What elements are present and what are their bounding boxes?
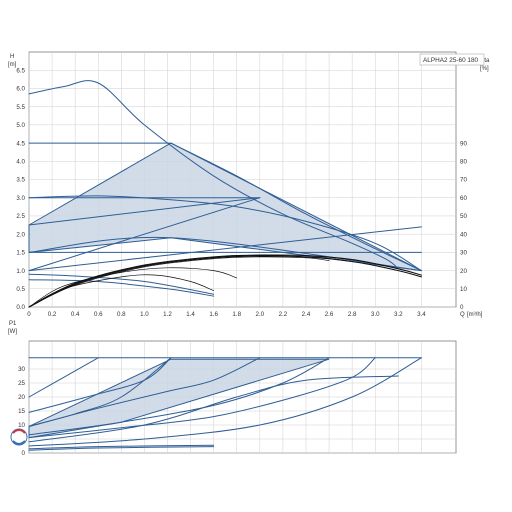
power-curve [28,357,330,436]
efficiency-curve [28,255,422,308]
head-curve [170,142,422,272]
efficiency-tick-label: 40 [460,231,467,238]
power-curve [28,357,422,447]
efficiency-tick-label: 50 [460,213,467,220]
power-axis-label: P1 [9,321,17,327]
head-tick-label: 4.5 [16,140,25,147]
flow-axis-label: Q [460,312,465,318]
head-tick-label: 0.0 [16,304,25,311]
brand-logo-icon [10,428,28,446]
power-tick-label: 0 [22,450,26,457]
efficiency-tick-label: 70 [460,177,467,184]
efficiency-axis-label: eta [481,58,490,64]
head-tick-label: 5.0 [16,122,25,129]
head-tick-label: 2.0 [16,231,25,238]
flow-tick-label: 1.0 [140,311,149,318]
efficiency-curve [28,267,238,308]
flow-tick-label: 2.4 [302,311,311,318]
power-tick-label: 15 [18,408,25,415]
flow-tick-label: 1.6 [209,311,218,318]
head-efficiency-plot: 0 0.2 0.4 0.6 0.8 1.0 1.2 1.4 1.6 1.8 2.0 2.2 2.4 2.6… [8,51,490,318]
efficiency-tick-label: 0 [460,304,464,311]
flow-tick-label: 1.2 [163,311,172,318]
head-curve [28,226,422,272]
head-axis-label: H [10,54,14,60]
flow-tick-label: 2.8 [348,311,357,318]
power-tick-label: 10 [18,422,25,429]
efficiency-tick-label: 20 [460,268,467,275]
flow-tick-label: 2.0 [256,311,265,318]
flow-tick-label: 2.6 [325,311,334,318]
efficiency-tick-label: 90 [460,140,467,147]
power-tick-label: 20 [18,394,25,401]
head-curve [28,195,422,272]
flow-axis-unit: [m³/h] [467,312,483,318]
power-curve [28,357,261,427]
flow-tick-label: 0 [27,311,31,318]
head-tick-label: 5.5 [16,104,25,111]
efficiency-tick-label: 30 [460,250,467,257]
power-tick-label: 25 [18,380,25,387]
head-curve [28,279,215,297]
head-axis-unit: [m] [8,62,17,68]
flow-tick-label: 3.0 [371,311,380,318]
power-curve [28,357,172,413]
head-curve [28,80,399,270]
power-curve [28,444,215,450]
power-operating-area [28,358,330,439]
power-curve [28,446,215,451]
chart-title-box [419,53,485,66]
flow-tick-label: 1.4 [186,311,195,318]
power-curves [28,357,422,451]
power-axis-unit: [W] [8,329,17,335]
head-tick-label: 6.0 [16,86,25,93]
head-tick-label: 2.5 [16,213,25,220]
logo-arc-blue [12,440,26,445]
head-tick-label: 3.0 [16,195,25,202]
head-tick-label: 0.5 [16,286,25,293]
flow-tick-label: 2.2 [279,311,288,318]
head-tick-label: 6.5 [16,67,25,74]
efficiency-curve [28,256,330,308]
efficiency-curve [28,274,214,308]
flow-tick-label: 0.2 [48,311,57,318]
head-curves [28,80,422,308]
efficiency-tick-label: 60 [460,195,467,202]
power-curve [28,357,99,398]
flow-tick-label: 3.2 [394,311,403,318]
power-plot: 051015202530 P1 [W] [8,321,457,457]
head-curve [28,197,261,272]
chart-title: ALPHA2 25-60 180 [423,57,479,64]
flow-tick-label: 0.6 [94,311,103,318]
head-tick-label: 1.5 [16,250,25,257]
head-tick-labels: 0 0.2 0.4 0.6 0.8 1.0 1.2 1.4 1.6 1.8 2.0 2.2 2.4 2.6… [16,67,467,318]
flow-tick-label: 1.8 [232,311,241,318]
power-tick-label: 30 [18,366,25,373]
flow-tick-label: 3.4 [417,311,426,318]
flow-tick-label: 0.4 [71,311,80,318]
efficiency-axis-unit: [%] [480,66,489,72]
efficiency-tick-label: 10 [460,286,467,293]
head-tick-label: 4.0 [16,158,25,165]
efficiency-tick-label: 80 [460,158,467,165]
head-tick-label: 1.0 [16,268,25,275]
head-tick-label: 3.5 [16,177,25,184]
head-curve [28,197,261,226]
logo-arc-red [12,429,26,434]
power-curve [28,375,399,443]
flow-tick-label: 0.8 [117,311,126,318]
efficiency-curve [28,254,422,308]
